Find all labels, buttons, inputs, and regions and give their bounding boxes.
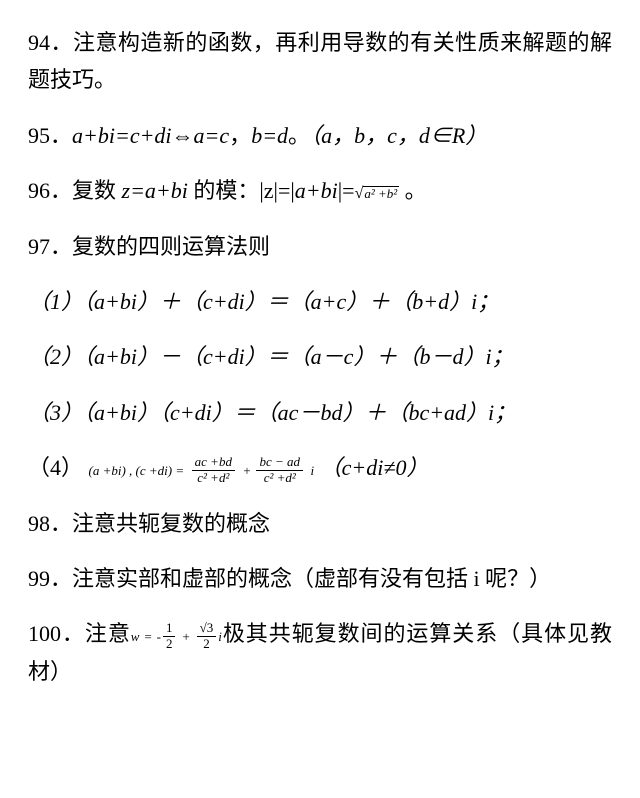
item-95-prefix: 95． <box>28 123 72 148</box>
item-96-prefix: 96．复数 <box>28 178 122 203</box>
item-96-eq: |= <box>338 178 355 203</box>
frac-num: ac +bd <box>192 455 235 470</box>
item-97-title: 97．复数的四则运算法则 <box>28 228 612 265</box>
item-100-frac-half: 1 2 <box>163 621 176 651</box>
frac-den: 2 <box>197 637 217 651</box>
item-100: 100．注意w = - 1 2 + √3 2 i极其共轭复数间的运算关系（具体见… <box>28 615 612 690</box>
item-97-r4-pair: (a +bi) , (c +di) = <box>89 463 185 478</box>
item-96-mid: 的模：|z|=| <box>188 178 295 203</box>
item-98: 98．注意共轭复数的概念 <box>28 505 612 542</box>
item-97-r4-plus: + <box>242 463 254 478</box>
item-96-period: 。 <box>399 178 427 203</box>
item-97-r4-cond: （c+di≠0） <box>320 455 429 480</box>
sqrt-body: a² +b² <box>363 186 399 201</box>
item-97-r3-text: （3）（a+bi）（c+di）＝（ac－bd）＋（bc+ad）i； <box>28 400 516 425</box>
item-97-r3: （3）（a+bi）（c+di）＝（ac－bd）＋（bc+ad）i； <box>28 394 612 431</box>
frac-den: 2 <box>163 637 176 651</box>
item-97-r4: （4） (a +bi) , (c +di) = ac +bd c² +d² + … <box>28 449 612 486</box>
item-100-weq: w = - <box>131 629 161 644</box>
item-97-r4-frac1: ac +bd c² +d² <box>192 455 235 485</box>
item-95-expr2: a=c <box>194 123 230 148</box>
frac-num: bc − ad <box>256 455 303 470</box>
item-97-r4-frac2: bc − ad c² +d² <box>256 455 303 485</box>
item-97-title-text: 97．复数的四则运算法则 <box>28 234 270 259</box>
item-100-prefix: 100．注意 <box>28 621 131 646</box>
item-97-r4-prefix: （4） <box>28 455 83 480</box>
item-97-r2: （2）（a+bi）－（c+di）＝（a－c）＋（b－d）i； <box>28 338 612 375</box>
frac-num: √3 <box>197 621 217 636</box>
item-96-zdef: z=a+bi <box>122 178 188 203</box>
item-95: 95．a+bi=c+di⇔a=c，b=d。（a，b，c，d∈R） <box>28 117 612 154</box>
item-98-text: 98．注意共轭复数的概念 <box>28 511 270 536</box>
item-94-text: 94．注意构造新的函数，再利用导数的有关性质来解题的解题技巧。 <box>28 30 612 92</box>
item-99-text: 99．注意实部和虚部的概念（虚部有没有包括 i 呢？） <box>28 566 551 591</box>
frac-den: c² +d² <box>256 471 303 485</box>
item-97-r4-i: i <box>311 463 315 478</box>
item-95-iff: ⇔ <box>172 123 194 148</box>
item-95-expr3: b=d <box>251 123 288 148</box>
item-96-abi: a+bi <box>295 178 338 203</box>
item-95-comma: ， <box>229 123 251 148</box>
frac-den: c² +d² <box>192 471 235 485</box>
frac-num: 1 <box>163 621 176 636</box>
item-97-r2-text: （2）（a+bi）－（c+di）＝（a－c）＋（b－d）i； <box>28 344 514 369</box>
item-97-r1-text: （1）（a+bi）＋（c+di）＝（a+c）＋（b+d）i； <box>28 289 499 314</box>
item-94: 94．注意构造新的函数，再利用导数的有关性质来解题的解题技巧。 <box>28 24 612 99</box>
sqrt-expr: √a² +b² <box>355 180 400 207</box>
item-99: 99．注意实部和虚部的概念（虚部有没有包括 i 呢？） <box>28 560 612 597</box>
sqrt-icon: √ <box>355 185 364 202</box>
item-95-paren: （a，b，c，d∈R） <box>310 123 487 148</box>
item-97-r1: （1）（a+bi）＋（c+di）＝（a+c）＋（b+d）i； <box>28 283 612 320</box>
item-95-period: 。 <box>288 123 310 148</box>
item-95-expr1: a+bi=c+di <box>72 123 172 148</box>
item-96: 96．复数 z=a+bi 的模：|z|=|a+bi|=√a² +b² 。 <box>28 172 612 209</box>
item-100-plus: + <box>177 629 194 644</box>
item-100-frac-root3: √3 2 <box>197 621 217 651</box>
